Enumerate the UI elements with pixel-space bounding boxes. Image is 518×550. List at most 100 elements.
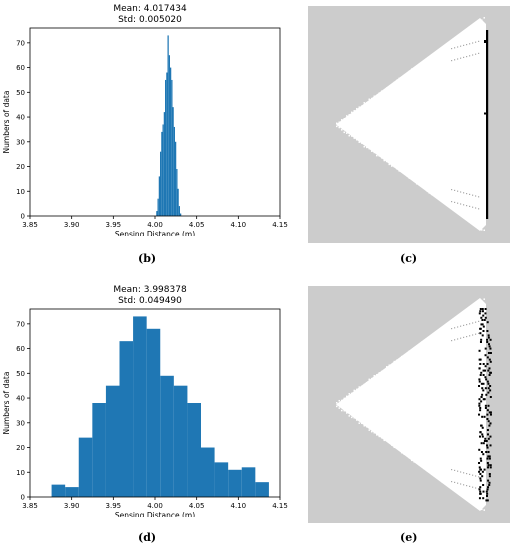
y-tick-label: 70 — [16, 320, 25, 328]
hit-point — [486, 457, 489, 460]
histogram-bar — [51, 484, 66, 497]
edge-speck — [476, 23, 478, 26]
hit-point — [487, 352, 490, 354]
edge-speck — [448, 323, 450, 325]
hit-point — [479, 477, 482, 480]
y-tick-label: 70 — [16, 39, 25, 47]
edge-speck — [478, 302, 480, 304]
hit-point — [484, 437, 487, 440]
edge-speck — [433, 333, 435, 336]
hit-point — [478, 378, 481, 381]
hit-point — [487, 336, 490, 339]
edge-speck — [483, 229, 485, 232]
histogram-bar — [165, 79, 167, 216]
edge-speck — [423, 467, 425, 470]
stray-ray-dot — [457, 46, 459, 48]
edge-speck — [408, 350, 410, 352]
edge-speck — [463, 495, 465, 498]
hit-point — [487, 391, 490, 394]
hit-point — [486, 499, 489, 502]
edge-speck — [443, 202, 445, 204]
edge-speck — [401, 355, 403, 358]
edge-speck — [351, 392, 353, 395]
hit-point — [486, 429, 489, 431]
hit-point — [482, 369, 485, 372]
hit-point — [480, 323, 483, 326]
edge-speck — [421, 62, 423, 65]
histogram-bar — [119, 341, 134, 497]
hit-point — [486, 321, 489, 324]
edge-speck — [451, 207, 453, 209]
hit-point — [481, 310, 484, 313]
edge-speck — [413, 180, 415, 183]
edge-speck — [398, 358, 400, 361]
edge-speck — [426, 338, 428, 340]
hit-point — [487, 466, 490, 469]
edge-speck — [436, 330, 438, 333]
edge-speck — [403, 172, 405, 175]
hit-point — [485, 393, 488, 396]
hit-point — [478, 380, 481, 383]
stray-ray-dot — [472, 42, 474, 44]
hit-point — [484, 376, 487, 379]
hit-line — [486, 30, 489, 219]
histogram-bar — [177, 188, 179, 216]
edge-speck — [468, 28, 470, 30]
edge-speck — [461, 312, 463, 315]
edge-speck — [428, 192, 430, 194]
stray-ray-dot — [469, 473, 471, 475]
edge-speck — [401, 171, 403, 173]
hit-point — [489, 413, 492, 416]
hit-point — [480, 316, 483, 319]
hit-point — [489, 411, 492, 414]
x-axis-label: Sensing Distance (m) — [115, 230, 195, 236]
hit-point — [487, 369, 490, 372]
hit-point — [487, 464, 490, 467]
edge-speck — [336, 122, 338, 125]
edge-speck — [426, 189, 428, 192]
edge-speck — [378, 435, 380, 438]
x-tick-label: 3.95 — [106, 221, 122, 229]
edge-speck — [418, 464, 420, 466]
hit-point — [480, 451, 483, 453]
histogram-bar — [65, 487, 79, 497]
hit-point — [486, 433, 489, 436]
histogram-bar — [178, 206, 180, 216]
y-tick-label: 60 — [16, 345, 25, 353]
hit-point — [478, 435, 481, 438]
hit-point — [481, 415, 484, 418]
edge-speck — [376, 94, 378, 97]
edge-speck — [358, 106, 360, 108]
hit-point — [481, 308, 484, 310]
hit-point — [480, 459, 483, 462]
edge-speck — [391, 363, 393, 366]
edge-speck — [428, 337, 430, 339]
hit-point — [484, 312, 487, 315]
x-tick-label: 4.05 — [189, 221, 205, 229]
hit-point — [479, 407, 482, 409]
hit-point — [480, 338, 483, 341]
edge-speck — [373, 151, 375, 154]
hit-point — [484, 407, 487, 409]
hit-point — [487, 404, 490, 407]
hit-point — [481, 470, 484, 473]
stray-ray-dot — [460, 325, 462, 327]
histogram-chart-d: 3.85 3.90 3.95 4.00 4.05 4.10 4.15 0 10 20 30 40 50 6… — [2, 308, 288, 517]
edge-speck — [471, 501, 473, 504]
hit-point — [481, 435, 484, 438]
edge-speck — [411, 349, 413, 351]
edge-speck — [396, 79, 398, 82]
y-tick-label: 40 — [16, 395, 25, 403]
edge-speck — [448, 43, 450, 46]
edge-speck — [476, 223, 478, 226]
hit-point — [482, 314, 485, 317]
edge-speck — [353, 137, 355, 139]
y-tick-label: 20 — [16, 444, 25, 452]
stray-ray-dot — [478, 196, 480, 198]
stray-ray-dot — [454, 47, 456, 49]
edge-speck — [461, 34, 463, 36]
edge-speck — [483, 509, 485, 511]
sensing-field — [336, 18, 486, 231]
stray-ray-dot — [475, 321, 477, 323]
stray-ray-dot — [469, 205, 471, 207]
